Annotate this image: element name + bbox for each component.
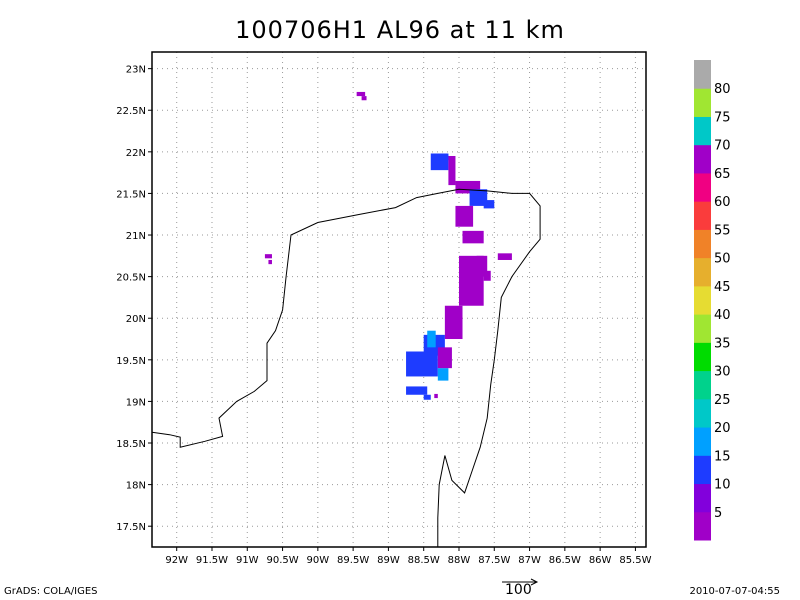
footer-timestamp: 2010-07-07-04:55 — [689, 586, 780, 597]
colorbar-label: 10 — [714, 478, 731, 493]
colorbar-label: 20 — [714, 421, 731, 436]
colorbar-label: 60 — [714, 195, 731, 210]
vector-reference-arrow — [502, 578, 539, 586]
colorbar-bin — [694, 285, 711, 315]
chart-title: 100706H1 AL96 at 11 km — [235, 16, 565, 44]
echo-cell — [361, 96, 367, 101]
echo-cell — [455, 205, 474, 227]
colorbar-label: 35 — [714, 336, 731, 351]
lat-tick-label: 18N — [126, 481, 146, 492]
colorbar-bin — [694, 511, 711, 541]
colorbar-label: 45 — [714, 280, 731, 295]
colorbar-bin — [694, 257, 711, 287]
echo-cell — [462, 230, 484, 244]
lat-tick-label: 21.5N — [116, 189, 146, 200]
lon-tick-label: 86.5W — [549, 555, 581, 566]
echo-cell — [427, 330, 436, 348]
lon-tick-label: 87.5W — [478, 555, 510, 566]
colorbar-label: 55 — [714, 223, 731, 238]
lon-tick-label: 86W — [589, 555, 612, 566]
colorbar-bin — [694, 229, 711, 259]
echo-cell — [483, 270, 491, 281]
echo-cell — [434, 393, 438, 399]
colorbar-bin — [694, 455, 711, 485]
echo-cell — [356, 91, 366, 97]
lat-tick-label: 17.5N — [116, 522, 146, 533]
lon-tick-label: 90.5W — [266, 555, 298, 566]
echo-cell — [469, 189, 488, 206]
colorbar-label: 15 — [714, 449, 731, 464]
echo-cell — [268, 259, 272, 265]
map-frame — [151, 51, 647, 548]
echo-cell — [497, 253, 512, 260]
colorbar-bin — [694, 427, 711, 456]
lat-tick-label: 19.5N — [116, 356, 146, 367]
lon-tick-label: 92W — [165, 555, 188, 566]
colorbar-bin — [694, 201, 711, 230]
echo-cell — [476, 255, 488, 277]
lat-tick-label: 20N — [126, 314, 146, 325]
lon-tick-label: 87W — [518, 555, 541, 566]
footer-credit: GrADS: COLA/IGES — [4, 586, 98, 597]
lon-tick-label: 90W — [307, 555, 330, 566]
colorbar-bin — [694, 172, 711, 202]
colorbar-label: 30 — [714, 365, 731, 380]
lon-tick-labels: 92W 91.5W 91W 90.5W 90W 89.5W 89W 88.5W 88W 87.5W… — [165, 547, 652, 566]
lon-tick-label: 89.5W — [337, 555, 369, 566]
colorbar-bin — [694, 60, 711, 89]
grid-lines — [152, 52, 646, 547]
colorbar-label: 5 — [714, 506, 722, 521]
radar-echoes — [264, 91, 512, 400]
echo-cell — [406, 386, 428, 395]
lat-tick-label: 18.5N — [116, 439, 146, 450]
lat-tick-label: 20.5N — [116, 273, 146, 284]
colorbar-label: 75 — [714, 110, 731, 125]
colorbar-bin — [694, 116, 711, 146]
echo-cell — [483, 200, 495, 209]
lon-tick-label: 91W — [236, 555, 259, 566]
colorbar-label: 70 — [714, 139, 731, 154]
lon-tick-label: 88W — [448, 555, 471, 566]
lat-tick-label: 23N — [126, 65, 146, 76]
colorbar-label: 65 — [714, 167, 731, 182]
lon-tick-label: 85.5W — [619, 555, 651, 566]
lon-tick-label: 88.5W — [408, 555, 440, 566]
colorbar: 5 10 15 20 25 30 35 40 45 50 55 60 65 70 75 80 — [694, 60, 731, 541]
echo-cell — [423, 394, 431, 400]
colorbar-label: 25 — [714, 393, 731, 408]
lon-tick-label: 91.5W — [196, 555, 228, 566]
echo-cell — [437, 347, 452, 369]
lat-tick-labels: 17.5N 18N 18.5N 19N 19.5N 20N 20.5N 21N 21.5N 22N… — [116, 65, 152, 533]
colorbar-bin — [694, 88, 711, 117]
lat-tick-label: 19N — [126, 397, 146, 408]
echo-cell — [441, 154, 449, 161]
colorbar-bin — [694, 342, 711, 372]
lat-tick-label: 22.5N — [116, 106, 146, 117]
colorbar-bin — [694, 398, 711, 428]
echo-cell — [264, 254, 272, 259]
echo-cell — [448, 155, 456, 186]
colorbar-label: 80 — [714, 82, 731, 97]
colorbar-bin — [694, 370, 711, 400]
vector-reference-label: 100 — [505, 582, 532, 598]
echo-cell — [437, 368, 449, 381]
lat-tick-label: 21N — [126, 231, 146, 242]
colorbar-label: 40 — [714, 308, 731, 323]
colorbar-bin — [694, 483, 711, 513]
colorbar-bin — [694, 144, 711, 174]
colorbar-label: 50 — [714, 252, 731, 267]
coastline — [151, 188, 541, 547]
echo-cell — [444, 305, 463, 340]
lat-tick-label: 22N — [126, 148, 146, 159]
lon-tick-label: 89W — [377, 555, 400, 566]
colorbar-bin — [694, 314, 711, 343]
